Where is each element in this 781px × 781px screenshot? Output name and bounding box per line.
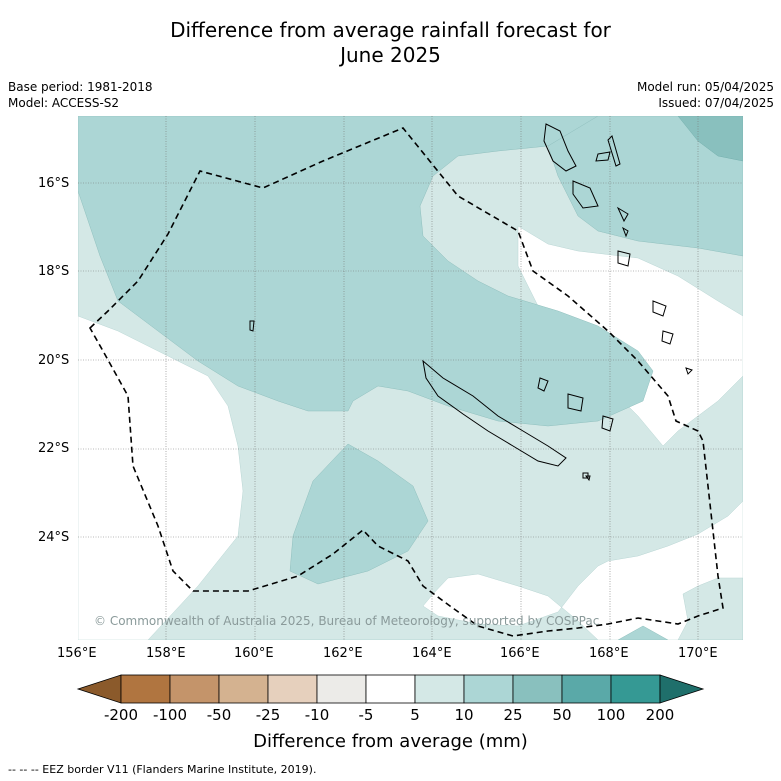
colorbar-tick-label: 200 — [645, 706, 675, 724]
rainfall-map: © Commonwealth of Australia 2025, Bureau… — [78, 116, 743, 640]
lon-label-170e: 170°E — [678, 646, 718, 661]
issued-text: Issued: 07/04/2025 — [658, 96, 774, 110]
colorbar-cell — [365, 674, 416, 704]
meta-right: Model run: 05/04/2025 Issued: 07/04/2025 — [637, 79, 774, 111]
colorbar-tick-label: 100 — [596, 706, 626, 724]
map-title: Difference from average rainfall forecas… — [0, 18, 781, 68]
colorbar-tick-label: -100 — [152, 706, 188, 724]
base-period-text: Base period: 1981-2018 — [8, 80, 153, 94]
colorbar-cell — [169, 674, 220, 704]
vanuatu-efate — [617, 250, 631, 267]
colorbar-cell — [610, 674, 661, 704]
colorbar-tick-label: -10 — [304, 706, 330, 724]
lon-label-166e: 166°E — [500, 646, 540, 661]
meta-left: Base period: 1981-2018 Model: ACCESS-S2 — [8, 79, 153, 111]
vanuatu-malekula — [572, 180, 599, 209]
vanuatu-small-3 — [616, 206, 629, 223]
colorbar-tick-label: -5 — [358, 706, 374, 724]
colorbar-cell — [120, 674, 171, 704]
hunter-matthew-2 — [661, 330, 674, 345]
colorbar-cell — [267, 674, 318, 704]
vanuatu-espiritu — [543, 123, 577, 172]
lon-label-160e: 160°E — [234, 646, 274, 661]
loyalty-island-3 — [601, 415, 614, 432]
lon-label-168e: 168°E — [589, 646, 629, 661]
graticule — [78, 116, 743, 640]
colorbar-tick-label: 50 — [552, 706, 572, 724]
lon-label-156e: 156°E — [57, 646, 97, 661]
colorbar-cell — [512, 674, 563, 704]
colorbar-cell — [414, 674, 465, 704]
colorbar-tick-label: 25 — [503, 706, 523, 724]
colorbar-tick-label: -50 — [206, 706, 232, 724]
map-canvas — [78, 116, 743, 640]
lat-label-22s: 22°S — [38, 441, 70, 456]
colorbar-tick-label: -200 — [103, 706, 139, 724]
matthew-island — [585, 475, 591, 482]
model-text: Model: ACCESS-S2 — [8, 96, 120, 110]
map-title-line1: Difference from average rainfall forecas… — [170, 18, 611, 42]
lon-label-162e: 162°E — [323, 646, 363, 661]
loyalty-island-1 — [537, 377, 549, 392]
contour-25-50-northeast — [677, 116, 743, 162]
small-island-6 — [249, 320, 255, 332]
colorbar-tick-label: 5 — [410, 706, 420, 724]
contour-10-25-bottom — [617, 625, 669, 640]
lat-label-16s: 16°S — [38, 176, 70, 191]
colorbar-extend-high — [659, 674, 705, 704]
eez-border — [88, 127, 724, 637]
model-run-text: Model run: 05/04/2025 — [636, 80, 774, 94]
lat-label-18s: 18°S — [38, 264, 70, 279]
eez-legend-note: -- -- -- EEZ border V11 (Flanders Marine… — [8, 763, 317, 776]
white-area-southwest — [78, 315, 244, 640]
islands — [249, 123, 693, 482]
copyright-text: © Commonwealth of Australia 2025, Bureau… — [94, 614, 600, 628]
lon-label-158e: 158°E — [146, 646, 186, 661]
colorbar-cell — [463, 674, 514, 704]
new-caledonia — [422, 359, 567, 467]
loyalty-island-2 — [567, 393, 584, 412]
vanuatu-small-1 — [595, 151, 611, 162]
vanuatu-small-2 — [607, 135, 621, 167]
hunter-matthew-1 — [652, 300, 667, 317]
vanuatu-small-4 — [622, 226, 629, 238]
small-island-5 — [685, 367, 693, 375]
colorbar-cell — [218, 674, 269, 704]
colorbar-cell — [561, 674, 612, 704]
lat-label-20s: 20°S — [38, 353, 70, 368]
colorbar-tick-label: -25 — [255, 706, 281, 724]
lat-label-24s: 24°S — [38, 530, 70, 545]
colorbar-cell — [316, 674, 367, 704]
map-title-line2: June 2025 — [340, 43, 441, 67]
lon-label-164e: 164°E — [412, 646, 452, 661]
colorbar-extend-low — [76, 674, 122, 704]
colorbar-title: Difference from average (mm) — [253, 731, 528, 752]
colorbar-tick-label: 10 — [454, 706, 474, 724]
contour-10-25-south — [289, 443, 429, 585]
